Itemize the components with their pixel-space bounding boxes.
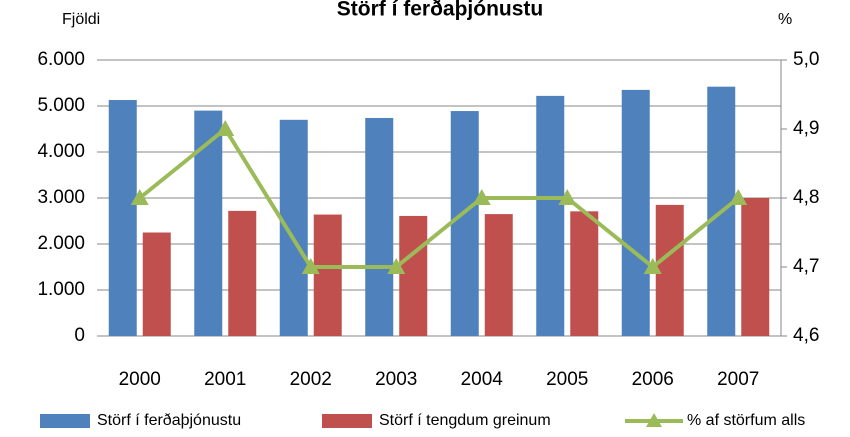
y-tick-label: 1.000 [37, 279, 85, 300]
bar [108, 100, 137, 337]
bar [570, 211, 599, 336]
legend-marker [646, 413, 662, 427]
bar [313, 214, 342, 336]
y2-tick-label: 4,9 [793, 118, 819, 139]
line [138, 127, 740, 269]
bar [536, 95, 565, 336]
y-axis-label: Fjöldi [62, 11, 100, 28]
marker [643, 258, 662, 274]
y-tick-label: 3.000 [37, 187, 85, 208]
legend-label: % af störfum alls [687, 412, 805, 429]
bar [655, 204, 684, 336]
legend-label: Störf í ferðaþjónustu [97, 412, 241, 429]
marker [301, 258, 320, 274]
legend-label: Störf í tengdum greinum [379, 412, 551, 429]
y2-tick-label: 4,8 [793, 187, 819, 208]
y-tick-label: 5.000 [37, 95, 85, 116]
x-tick-label: 2005 [546, 369, 588, 390]
y2-tick-label: 4,6 [793, 325, 819, 346]
y2-tick-label: 4,7 [793, 256, 819, 277]
bar [399, 215, 428, 336]
x-tick-label: 2000 [119, 369, 161, 390]
bar [621, 89, 650, 337]
x-tick-label: 2007 [717, 369, 759, 390]
bar [279, 119, 308, 336]
x-tick-label: 2006 [632, 369, 674, 390]
y2-tick-label: 5,0 [793, 49, 819, 70]
bar [450, 111, 479, 336]
y2-axis-label: % [778, 11, 792, 28]
y-tick-label: 4.000 [37, 141, 85, 162]
bar [484, 214, 513, 336]
bar [365, 117, 394, 337]
x-tick-label: 2001 [204, 369, 246, 390]
marker [216, 120, 235, 136]
legend-swatch [322, 414, 372, 428]
bar [142, 232, 171, 336]
marker [387, 258, 406, 274]
x-tick-label: 2004 [461, 369, 504, 390]
y-tick-label: 2.000 [37, 233, 85, 254]
chart-title: Störf í ferðaþjónustu [337, 0, 544, 21]
marker [130, 189, 149, 205]
marker [558, 189, 577, 205]
legend-swatch [40, 414, 90, 428]
marker [729, 189, 748, 205]
x-tick-label: 2002 [290, 369, 332, 390]
bar [228, 210, 257, 336]
y-tick-label: 0 [74, 325, 85, 346]
marker [472, 189, 491, 205]
y-tick-label: 6.000 [37, 49, 85, 70]
x-tick-label: 2003 [375, 369, 417, 390]
bar [741, 198, 770, 336]
